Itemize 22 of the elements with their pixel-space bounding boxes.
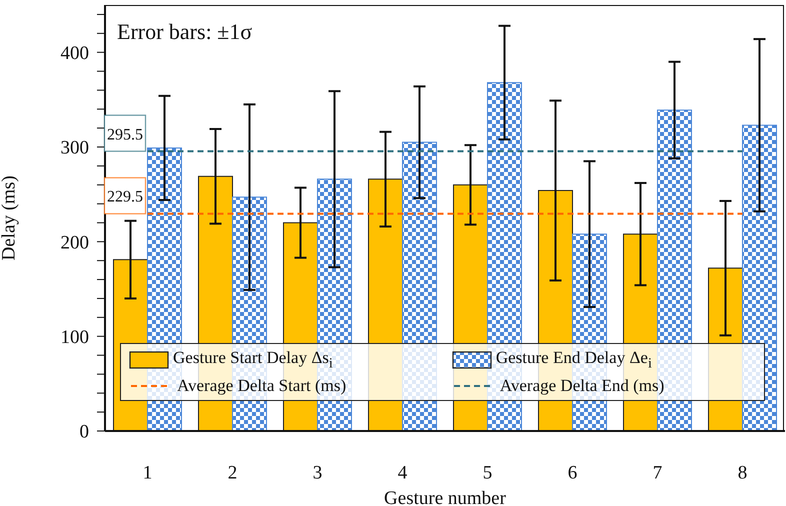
legend-label: Average Delta Start (ms) xyxy=(177,376,346,396)
x-tick-label: 7 xyxy=(652,462,662,484)
x-tick-label: 8 xyxy=(738,462,748,484)
legend-label: Average Delta End (ms) xyxy=(500,376,664,396)
data-label: 295.5 xyxy=(107,126,143,144)
x-tick-label: 6 xyxy=(568,462,578,484)
y-tick-label: 400 xyxy=(60,43,89,64)
x-tick-label: 2 xyxy=(228,462,238,484)
x-tick-label: 1 xyxy=(142,462,152,484)
y-tick-label: 0 xyxy=(80,422,89,443)
y-tick-label: 300 xyxy=(60,138,89,159)
annotation: Error bars: ±1σ xyxy=(117,19,252,45)
x-tick-label: 4 xyxy=(398,462,408,484)
y-axis-title: Delay (ms) xyxy=(0,176,20,260)
legend-label: Gesture Start Delay Δs$_{i}$ xyxy=(173,348,333,372)
y-tick-label: 100 xyxy=(60,327,89,348)
x-tick-label: 3 xyxy=(312,462,322,484)
y-tick-label: 200 xyxy=(60,232,89,254)
x-tick-label: 5 xyxy=(482,462,492,484)
x-axis-title: Gesture number xyxy=(384,488,507,506)
data-label: 229.5 xyxy=(107,188,143,206)
legend-label: Gesture End Delay Δe$_{i}$ xyxy=(496,348,652,372)
